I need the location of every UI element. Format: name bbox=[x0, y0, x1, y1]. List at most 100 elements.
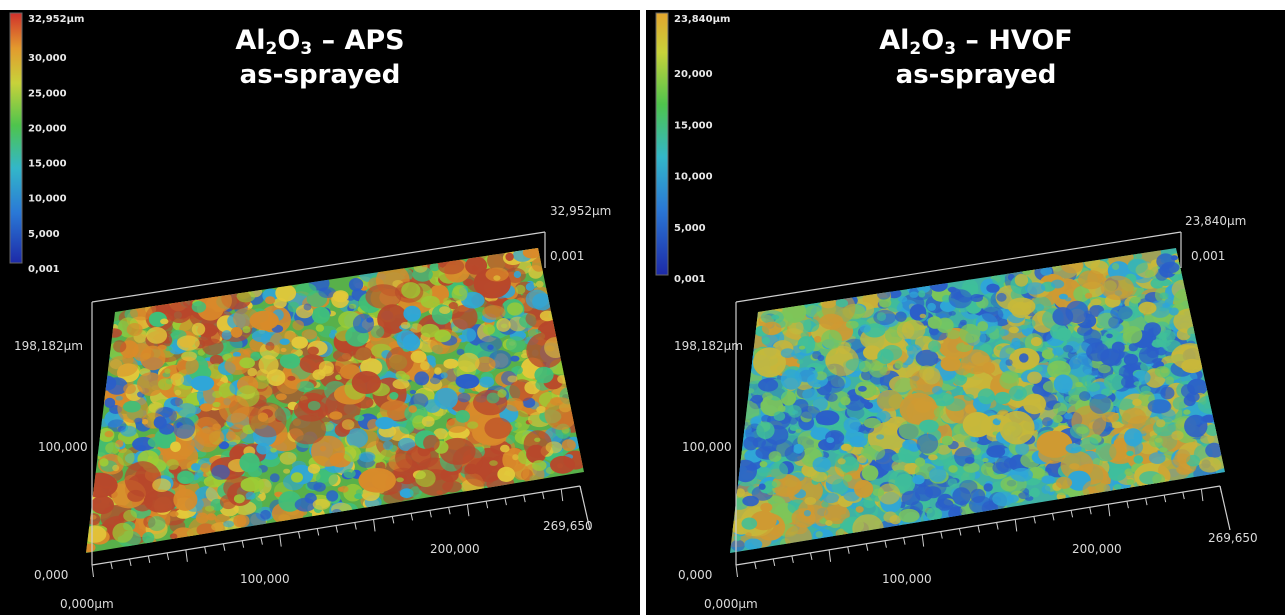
surface-patch bbox=[916, 433, 939, 454]
surface-patch bbox=[507, 375, 518, 383]
surface-patch bbox=[429, 263, 440, 272]
surface-patch bbox=[1160, 386, 1175, 400]
surface-patch bbox=[1009, 341, 1021, 349]
surface-patch bbox=[1010, 467, 1033, 482]
x-200-label: 200,000 bbox=[430, 542, 480, 556]
surface-patch bbox=[1082, 479, 1111, 501]
surface-patch bbox=[1064, 412, 1073, 420]
surface-patch bbox=[877, 348, 894, 364]
surface-patch bbox=[148, 516, 166, 532]
surface-patch bbox=[912, 474, 925, 485]
surface-patch bbox=[544, 397, 578, 430]
surface-patch bbox=[1005, 359, 1013, 366]
x-mid-label: 100,000 bbox=[882, 572, 932, 586]
surface-patch bbox=[200, 463, 211, 473]
surface-patch bbox=[194, 469, 204, 478]
surface-patch bbox=[117, 449, 135, 466]
surface-patch bbox=[487, 344, 494, 351]
surface-patch bbox=[561, 439, 576, 452]
surface-patch bbox=[212, 401, 221, 408]
surface-patch bbox=[512, 365, 523, 375]
surface-patch bbox=[123, 383, 136, 394]
surface-patch bbox=[307, 463, 321, 474]
surface-patch bbox=[845, 320, 859, 329]
surface-patch bbox=[970, 488, 986, 503]
x-axis-tick bbox=[147, 555, 151, 563]
surface-patch bbox=[452, 446, 483, 475]
surface-patch bbox=[539, 310, 556, 322]
surface-patch bbox=[97, 375, 117, 391]
surface-patch bbox=[523, 430, 552, 459]
surface-patch bbox=[513, 270, 522, 279]
surface-patch bbox=[410, 350, 427, 363]
surface-patch bbox=[840, 396, 851, 406]
surface-patch bbox=[522, 248, 542, 259]
surface-patch bbox=[269, 473, 280, 483]
surface-patch bbox=[970, 436, 979, 443]
surface-patch bbox=[233, 494, 245, 504]
surface-patch bbox=[1112, 263, 1120, 270]
surface-patch bbox=[352, 313, 375, 334]
x-axis-tick bbox=[166, 552, 170, 560]
surface-patch bbox=[1086, 382, 1101, 392]
surface-patch bbox=[534, 437, 541, 442]
surface-patch bbox=[1144, 269, 1155, 278]
surface-patch bbox=[1027, 371, 1042, 384]
surface-patch bbox=[852, 462, 860, 468]
surface-patch bbox=[1079, 391, 1091, 402]
surface-patch bbox=[158, 378, 173, 391]
surface-patch bbox=[1138, 301, 1157, 315]
surface-patch bbox=[352, 346, 372, 361]
surface-patch bbox=[1124, 468, 1134, 477]
z-top-label: 32,952µm bbox=[550, 204, 611, 218]
x-axis-tick bbox=[110, 561, 113, 570]
surface-patch bbox=[927, 302, 936, 311]
x-max-label: 269,650 bbox=[1208, 531, 1258, 545]
surface-patch bbox=[1041, 475, 1056, 484]
surface-patch bbox=[876, 312, 887, 322]
surface-patch bbox=[166, 459, 179, 470]
surface-patch bbox=[507, 302, 523, 316]
surface-patch bbox=[341, 419, 355, 430]
surface-patch bbox=[745, 532, 752, 538]
x-axis-tick bbox=[1182, 491, 1185, 500]
surface-patch bbox=[817, 354, 825, 362]
surface-patch bbox=[802, 388, 818, 401]
surface-patch bbox=[112, 522, 134, 543]
surface-patch bbox=[1051, 279, 1065, 289]
surface-patch bbox=[915, 349, 939, 367]
colorbar-tick-label: 0,001 bbox=[28, 264, 60, 275]
surface-patch bbox=[484, 417, 512, 440]
surface-patch bbox=[351, 371, 381, 394]
surface-patch bbox=[849, 436, 868, 448]
surface-patch bbox=[1008, 326, 1019, 334]
surface-patch bbox=[919, 419, 939, 433]
surface-patch bbox=[735, 488, 745, 498]
surface-patch bbox=[798, 345, 806, 350]
surface-patch bbox=[505, 434, 516, 445]
surface-patch bbox=[500, 444, 510, 453]
surface-patch bbox=[230, 326, 243, 338]
x-axis-tick bbox=[1145, 498, 1148, 506]
surface-patch bbox=[810, 471, 828, 482]
surface-patch bbox=[1161, 261, 1180, 274]
surface-patch bbox=[1158, 459, 1191, 481]
surface-patch bbox=[961, 349, 991, 375]
surface-patch bbox=[1055, 476, 1073, 489]
colorbar-tick-label: 20,000 bbox=[674, 69, 713, 80]
x-max-label: 269,650 bbox=[543, 519, 593, 533]
surface-patch bbox=[756, 421, 775, 439]
surface-patch bbox=[291, 472, 303, 483]
surface-patch bbox=[251, 330, 271, 343]
surface-patch bbox=[434, 367, 442, 375]
surface-patch bbox=[496, 318, 511, 332]
surface-patch bbox=[1150, 278, 1164, 289]
x-axis-tick bbox=[373, 519, 376, 532]
surface-patch bbox=[902, 439, 917, 450]
surface-patch bbox=[769, 461, 789, 480]
surface-patch bbox=[1197, 395, 1222, 414]
surface-patch bbox=[315, 324, 325, 332]
surface-patch bbox=[935, 498, 954, 511]
x-axis-tick bbox=[204, 546, 207, 554]
surface-patch bbox=[1158, 329, 1176, 343]
